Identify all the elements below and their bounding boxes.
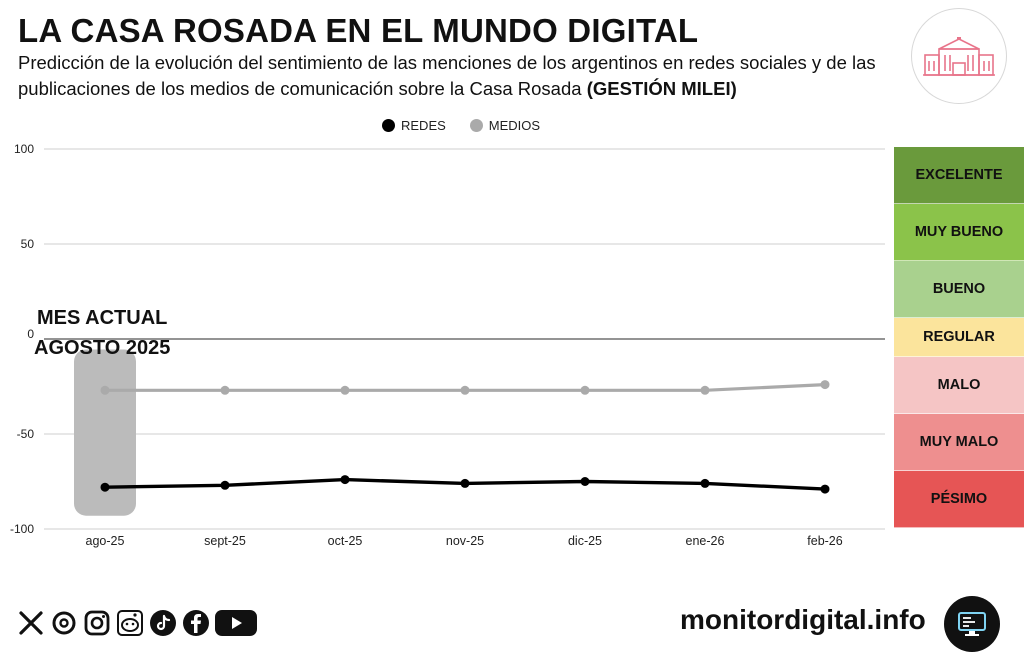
current-month-title: MES ACTUAL <box>37 307 168 329</box>
page-title: LA CASA ROSADA EN EL MUNDO DIGITAL <box>18 12 699 49</box>
y-tick-label: 0 <box>27 327 34 341</box>
point-redes-ene-26 <box>700 478 710 488</box>
x-tick-label: ene-26 <box>686 534 725 548</box>
point-redes-feb-26 <box>820 484 830 494</box>
point-medios-dic-25 <box>580 385 590 395</box>
x-tick-label: sept-25 <box>204 534 246 548</box>
sentiment-scale: EXCELENTE MUY BUENO BUENO REGULAR MALO MUY MA… <box>894 147 1024 528</box>
point-redes-nov-25 <box>460 478 470 488</box>
y-tick-label: -50 <box>17 427 35 441</box>
legend-item-medios[interactable]: MEDIOS <box>469 118 541 133</box>
scale-band-malo: MALO <box>894 356 1024 414</box>
scale-band-muy-bueno: MUY BUENO <box>894 204 1024 262</box>
y-tick-label: 100 <box>14 142 34 156</box>
point-medios-ago-25 <box>100 385 110 395</box>
legend-item-redes[interactable]: REDES <box>382 118 446 133</box>
monitor-logo <box>944 596 1000 652</box>
subtitle-text: Predicción de la evolución del sentimien… <box>18 52 876 99</box>
tiktok-icon[interactable] <box>148 608 178 638</box>
point-medios-ene-26 <box>700 385 710 395</box>
point-medios-oct-25 <box>340 385 350 395</box>
point-redes-ago-25 <box>100 482 110 492</box>
youtube-icon[interactable] <box>214 608 258 638</box>
social-icons <box>16 608 258 638</box>
legend-label-redes: REDES <box>401 118 446 133</box>
y-tick-label: -100 <box>10 522 34 536</box>
point-medios-nov-25 <box>460 385 470 395</box>
legend-marker-medios <box>469 119 483 132</box>
reddit-icon[interactable] <box>115 608 145 638</box>
legend-marker-redes <box>382 119 395 132</box>
scale-band-regular: REGULAR <box>894 318 1024 357</box>
x-tick-label: feb-26 <box>807 534 842 548</box>
x-tick-label: oct-25 <box>328 534 363 548</box>
page-subtitle: Predicción de la evolución del sentimien… <box>18 50 878 102</box>
point-medios-feb-26 <box>820 380 830 390</box>
scale-band-excelente: EXCELENTE <box>894 147 1024 205</box>
y-tick-label: 50 <box>21 237 35 251</box>
casa-rosada-logo <box>911 8 1007 104</box>
monitor-icon <box>958 612 986 636</box>
point-redes-sept-25 <box>220 480 230 490</box>
point-redes-dic-25 <box>580 477 590 486</box>
point-redes-oct-25 <box>340 475 350 485</box>
legend-label-medios: MEDIOS <box>488 118 541 133</box>
website-link[interactable]: monitordigital.info <box>680 604 926 635</box>
x-tick-label: ago-25 <box>86 534 125 548</box>
subtitle-bold: (GESTIÓN MILEI) <box>586 78 737 99</box>
scale-band-muy-malo: MUY MALO <box>894 413 1024 471</box>
casa-rosada-icon <box>923 37 995 76</box>
current-month-label: MES ACTUAL AGOSTO 2025 <box>34 303 170 363</box>
x-tick-label: dic-25 <box>568 534 602 548</box>
scale-band-bueno: BUENO <box>894 261 1024 319</box>
chart-legend: REDES MEDIOS <box>382 118 540 133</box>
current-month-value: AGOSTO 2025 <box>34 337 171 359</box>
x-tick-label: nov-25 <box>446 534 484 548</box>
threads-icon[interactable] <box>49 608 79 638</box>
x-icon[interactable] <box>16 608 46 638</box>
facebook-icon[interactable] <box>181 608 211 638</box>
point-medios-sept-25 <box>220 385 230 395</box>
scale-band-pésimo: PÉSIMO <box>894 470 1024 528</box>
instagram-icon[interactable] <box>82 608 112 638</box>
sentiment-line-chart: 100 50 0 -50 -100 ago-25 sept-25 oct-25 nov-25 di… <box>10 142 885 548</box>
